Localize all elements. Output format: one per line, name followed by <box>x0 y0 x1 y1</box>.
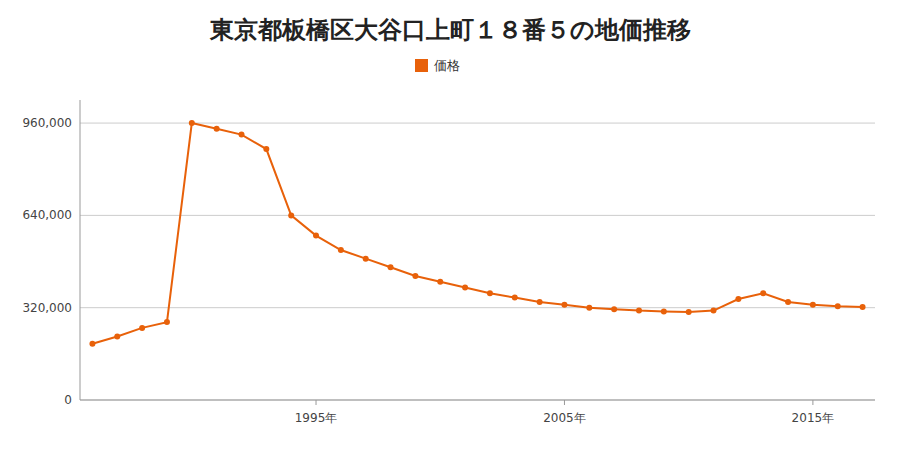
series-line <box>92 123 862 344</box>
x-tick <box>812 400 813 405</box>
point <box>711 308 717 314</box>
chart: 東京都板橋区大谷口上町１８番５の地価推移 0 320,000 640,000 960,0… <box>0 0 900 450</box>
x-tick-label: 2015年 <box>792 411 835 425</box>
plot-area <box>89 120 865 347</box>
x-tick-label: 2005年 <box>543 411 586 425</box>
point <box>462 285 468 291</box>
point <box>338 247 344 253</box>
point <box>238 132 244 138</box>
point <box>263 146 269 152</box>
point <box>760 290 766 296</box>
point <box>810 302 816 308</box>
point <box>611 306 617 312</box>
grid <box>80 123 875 400</box>
point <box>214 126 220 132</box>
point <box>586 305 592 311</box>
y-tick-label: 0 <box>64 393 72 407</box>
legend: 価格 <box>415 58 460 73</box>
x-tick <box>316 400 317 405</box>
point <box>487 290 493 296</box>
point <box>313 233 319 239</box>
x-tick-label: 1995年 <box>295 411 338 425</box>
point <box>164 319 170 325</box>
point <box>288 212 294 218</box>
point <box>139 325 145 331</box>
point <box>686 309 692 315</box>
point <box>363 256 369 262</box>
legend-swatch <box>415 59 428 72</box>
point <box>561 302 567 308</box>
point <box>835 303 841 309</box>
point <box>636 308 642 314</box>
point <box>189 120 195 126</box>
grid-line <box>80 123 875 124</box>
y-tick-label: 640,000 <box>22 208 72 222</box>
grid-line <box>80 307 875 308</box>
x-axis-line <box>80 400 875 401</box>
point <box>537 299 543 305</box>
point <box>512 295 518 301</box>
point <box>437 279 443 285</box>
y-tick-label: 960,000 <box>22 116 72 130</box>
x-tick <box>564 400 565 405</box>
title: 東京都板橋区大谷口上町１８番５の地価推移 <box>209 16 691 44</box>
point <box>661 308 667 314</box>
grid-line <box>80 215 875 216</box>
y-axis-line <box>80 100 81 400</box>
legend-label: 価格 <box>434 58 460 73</box>
point <box>114 334 120 340</box>
y-tick-label: 320,000 <box>22 301 72 315</box>
point <box>89 341 95 347</box>
point <box>735 296 741 302</box>
point <box>412 273 418 279</box>
point <box>785 299 791 305</box>
point <box>388 264 394 270</box>
grid-line <box>80 400 875 401</box>
point <box>860 304 866 310</box>
